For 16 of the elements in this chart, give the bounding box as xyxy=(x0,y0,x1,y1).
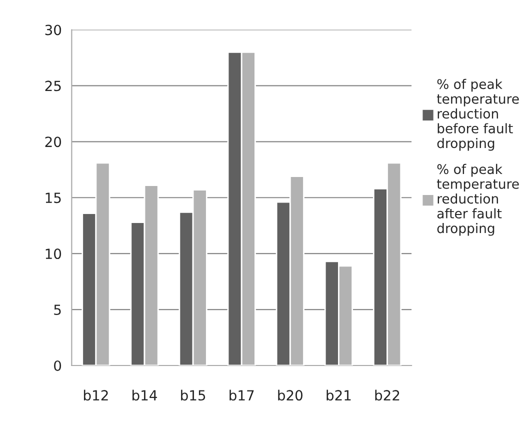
y-tick-label: 30 xyxy=(45,24,62,36)
x-tick-label: b17 xyxy=(230,390,254,401)
x-tick-label: b14 xyxy=(132,390,157,401)
x-tick-label: b22 xyxy=(375,390,400,401)
legend-label: % of peak temperature reduction after fault dropping xyxy=(436,164,519,236)
y-tick-label: 0 xyxy=(54,360,62,371)
x-tick-label: b20 xyxy=(278,390,302,401)
y-tick-label: 5 xyxy=(54,304,61,316)
y-tick-label: 10 xyxy=(46,248,62,260)
x-tick-label: b15 xyxy=(181,390,206,401)
x-tick-label: b12 xyxy=(84,390,108,401)
y-tick-label: 20 xyxy=(45,136,62,148)
y-tick-label: 25 xyxy=(45,80,61,92)
x-tick-label: b21 xyxy=(326,390,351,401)
legend-label: % of peak temperature reduction before fault dropping xyxy=(436,78,519,151)
y-tick-label: 15 xyxy=(46,192,61,204)
